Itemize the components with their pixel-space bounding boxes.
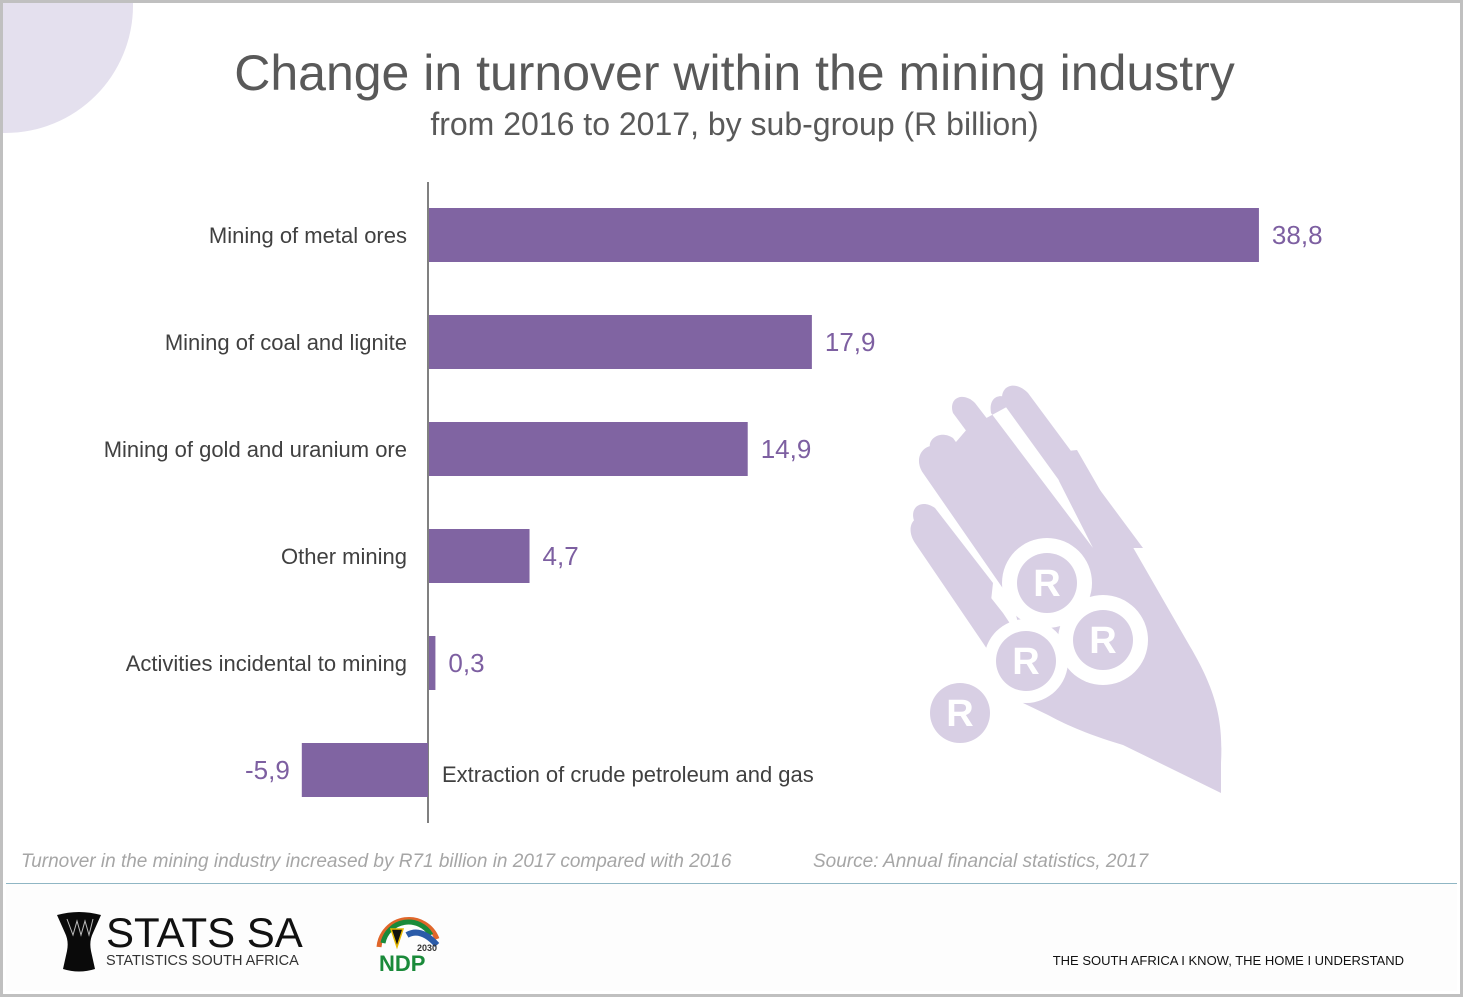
- category-label: Mining of metal ores: [209, 223, 407, 248]
- coin-symbol: R: [1012, 641, 1039, 683]
- footer-bar: [6, 884, 1457, 991]
- bar: [429, 208, 1259, 262]
- ndp-year: 2030: [417, 943, 437, 953]
- category-label: Activities incidental to mining: [126, 651, 407, 676]
- bar: [429, 636, 436, 690]
- bar: [429, 315, 812, 369]
- finger-1: [1002, 385, 1143, 548]
- value-label: 0,3: [448, 648, 484, 678]
- source-note: Source: Annual financial statistics, 201…: [813, 851, 1149, 872]
- chart-title: Change in turnover within the mining ind…: [234, 45, 1235, 101]
- bar: [429, 529, 530, 583]
- value-label: 4,7: [543, 541, 579, 571]
- stats-sa-brand-name: STATS SA: [106, 909, 303, 956]
- value-label: 14,9: [761, 434, 812, 464]
- coin-icon: [1073, 610, 1133, 670]
- finger-4: [913, 503, 993, 628]
- coin-icon: [996, 631, 1056, 691]
- coin-icon: [1017, 553, 1077, 613]
- chart-subtitle: from 2016 to 2017, by sub-group (R billi…: [430, 106, 1039, 142]
- coin-icon: [930, 683, 990, 743]
- value-label: 17,9: [825, 327, 876, 357]
- bar: [301, 743, 428, 797]
- finger-2: [952, 396, 1083, 548]
- stats-sa-drum-logo-icon: [57, 912, 101, 972]
- ndp-label: NDP: [379, 951, 425, 975]
- ndp-2030-logo-icon: 2030 NDP: [376, 917, 440, 975]
- category-label: Other mining: [281, 544, 407, 569]
- value-label: 38,8: [1272, 220, 1323, 250]
- bar: [429, 422, 748, 476]
- value-label: -5,9: [245, 755, 290, 785]
- category-label: Extraction of crude petroleum and gas: [442, 762, 814, 787]
- coin-symbol: R: [1089, 620, 1116, 662]
- coin-symbol: R: [946, 693, 973, 735]
- category-label: Mining of coal and lignite: [165, 330, 407, 355]
- coin-symbol: R: [1033, 563, 1060, 605]
- footer-tagline: THE SOUTH AFRICA I KNOW, THE HOME I UNDE…: [1052, 953, 1404, 968]
- footer-divider: [6, 883, 1457, 884]
- finger-3: [929, 434, 1033, 558]
- summary-note: Turnover in the mining industry increase…: [21, 851, 732, 872]
- stats-sa-brand-subtitle: STATISTICS SOUTH AFRICA: [106, 953, 299, 969]
- category-label: Mining of gold and uranium ore: [104, 437, 407, 462]
